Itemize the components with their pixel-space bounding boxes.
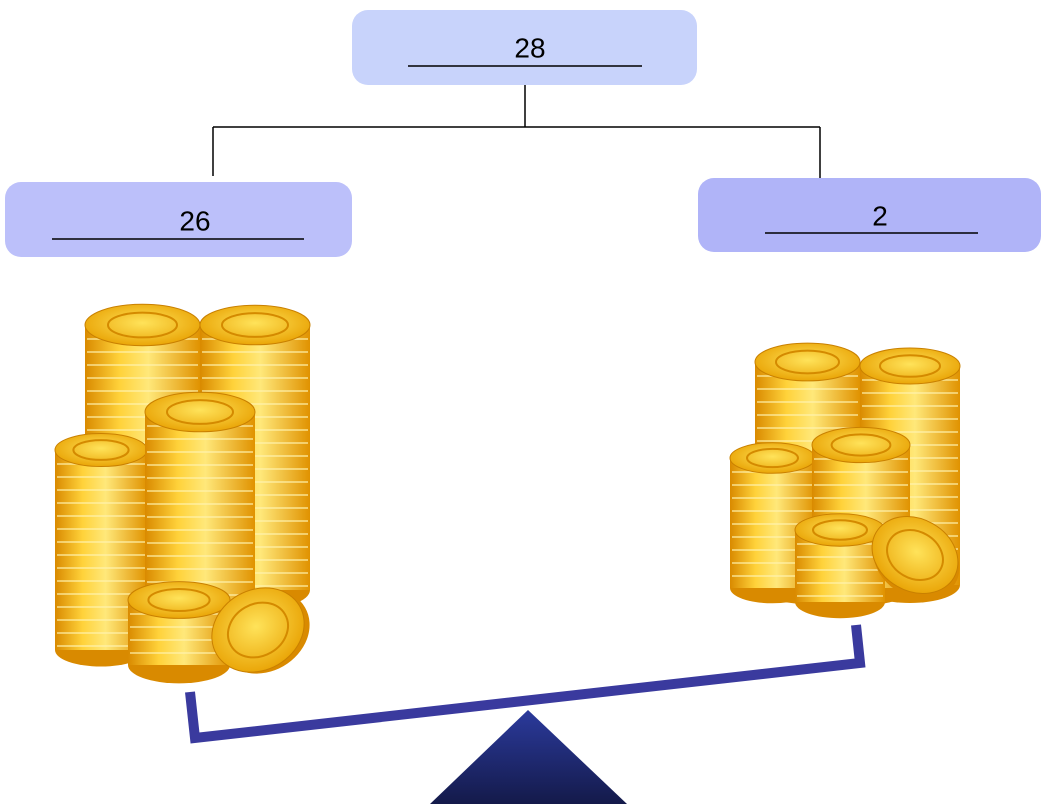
node-box <box>698 178 1041 252</box>
balance-beam <box>185 624 866 744</box>
coin-face <box>746 447 799 469</box>
coin-face <box>886 529 944 581</box>
fulcrum <box>430 710 627 804</box>
coin-top <box>54 432 148 468</box>
coin-top <box>84 303 201 347</box>
coin-face <box>72 439 130 461</box>
coin-top <box>859 347 961 385</box>
node-label: 2 <box>872 200 888 231</box>
coin-stack <box>54 432 148 667</box>
coin-face <box>775 349 840 375</box>
coin-top <box>729 442 816 474</box>
coin-face <box>166 399 234 425</box>
coin-stack <box>794 513 886 619</box>
coin-stack <box>729 442 816 604</box>
coin-face <box>107 311 178 339</box>
coin-illustration <box>54 303 961 684</box>
coin-tilted <box>211 587 310 674</box>
connector <box>212 85 821 178</box>
coin-face <box>147 587 211 613</box>
coin-top <box>754 342 861 382</box>
coin-top <box>794 513 886 547</box>
coin-face <box>879 354 941 378</box>
node-label: 26 <box>179 205 210 236</box>
coin-face <box>830 433 892 457</box>
coin-tilted <box>871 516 960 599</box>
coin-face <box>221 312 289 338</box>
coin-top <box>811 426 911 464</box>
node-label: 28 <box>514 32 545 63</box>
coin-face <box>812 519 868 541</box>
coin-top <box>199 304 311 346</box>
coin-top <box>127 581 231 619</box>
coin-face <box>227 601 289 659</box>
coin-top <box>144 391 256 433</box>
